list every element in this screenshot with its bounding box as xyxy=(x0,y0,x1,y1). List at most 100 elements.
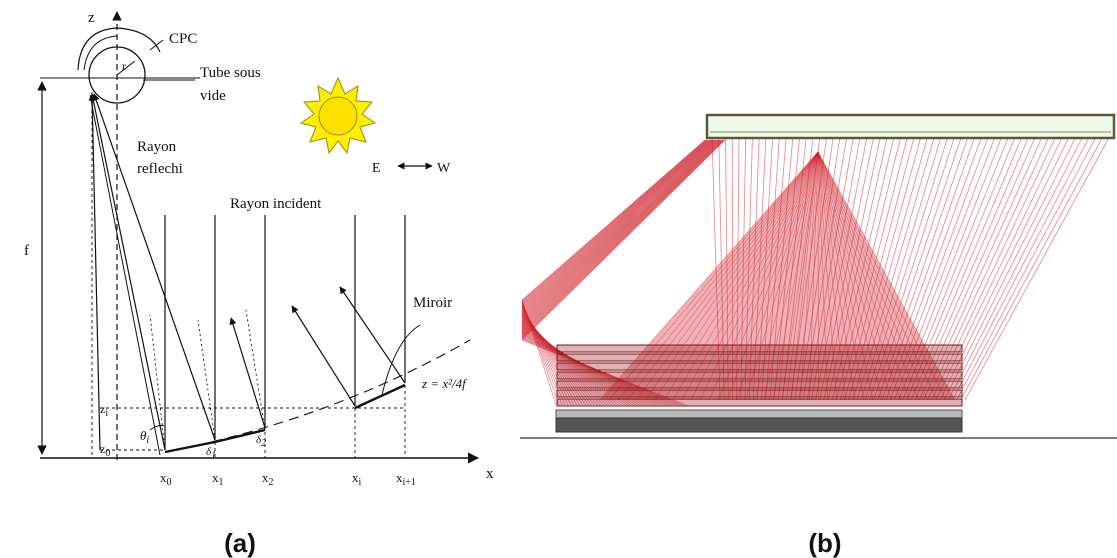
mirror-row xyxy=(556,344,963,353)
receiver-tube xyxy=(705,113,1116,140)
ray-line xyxy=(645,151,819,401)
ray-line xyxy=(802,135,848,401)
label-tube-line1: Tube sous xyxy=(200,65,261,81)
reflected-ray-2 xyxy=(229,317,266,429)
ray-line xyxy=(718,135,725,401)
reflected-ray-0 xyxy=(89,93,166,451)
reflected-ray-bundle-center xyxy=(599,151,956,401)
sun-icon xyxy=(299,76,377,155)
ray-line xyxy=(923,135,1043,401)
label-f: f xyxy=(24,243,29,259)
ray-overlap-region xyxy=(600,152,955,400)
ray-line xyxy=(756,135,774,401)
ray-line xyxy=(856,135,935,401)
theta-arc xyxy=(149,425,165,431)
mirror-row xyxy=(556,362,963,371)
mirror-row xyxy=(556,371,963,380)
ray-line xyxy=(744,135,753,401)
ray-line xyxy=(754,151,819,401)
ray-line xyxy=(627,151,819,401)
ray-line xyxy=(815,135,868,401)
ray-line xyxy=(769,135,794,401)
ray-line xyxy=(799,151,819,401)
ray-line xyxy=(617,151,819,401)
label-east-west: E xyxy=(372,161,381,176)
ray-line xyxy=(654,151,819,401)
ray-line xyxy=(727,151,819,401)
ray-line xyxy=(898,135,1003,401)
ray-line xyxy=(910,135,1023,401)
ray-line xyxy=(817,151,838,401)
mirror-row xyxy=(556,389,963,398)
ray-line xyxy=(869,135,956,401)
label-rayon-incident: Rayon incident xyxy=(230,196,322,212)
reflected-ray-bundle-right xyxy=(711,135,1111,401)
ray-line xyxy=(790,135,828,401)
ray-line xyxy=(840,135,909,401)
ray-line xyxy=(948,135,1084,401)
ray-line xyxy=(748,135,760,401)
ray-line xyxy=(806,135,855,401)
ray-line xyxy=(699,151,819,401)
ray-line xyxy=(844,135,915,401)
ray-line xyxy=(777,135,807,401)
ray-line xyxy=(817,151,892,401)
mirror-pointer xyxy=(381,324,421,396)
reflected-ray-left xyxy=(89,94,161,456)
label-rayon-reflechi-line2: reflechi xyxy=(137,161,183,177)
ray-line xyxy=(711,135,721,401)
ray-line xyxy=(817,151,910,401)
ray-line xyxy=(918,135,1037,401)
ray-line xyxy=(964,135,1111,401)
ray-line xyxy=(781,135,814,401)
panel-a-labels: CPC Tube sous vide Rayon reflechi Rayon … xyxy=(24,10,494,558)
label-r: r xyxy=(122,59,126,73)
normal-2 xyxy=(245,309,266,431)
label-axis-z: z xyxy=(88,10,95,26)
mirror-row xyxy=(556,398,963,407)
ray-line xyxy=(736,135,740,401)
reflected-ray-1 xyxy=(92,93,216,441)
base-mirror xyxy=(555,409,963,419)
ray-line xyxy=(819,135,875,401)
ray-line xyxy=(772,151,819,401)
ray-line xyxy=(902,135,1010,401)
cpc-reflector xyxy=(77,27,161,71)
caption-a: (a) xyxy=(224,528,256,558)
ray-line xyxy=(708,151,819,401)
mirror-row xyxy=(556,380,963,389)
label-delta1: δ1 xyxy=(206,446,216,461)
ray-line xyxy=(827,135,888,401)
ray-line xyxy=(817,151,874,401)
ray-line xyxy=(817,151,856,401)
ray-line xyxy=(817,151,938,401)
reflected-ray-guide xyxy=(88,93,101,451)
x-tick-label: x0 xyxy=(160,470,172,488)
ray-line xyxy=(745,151,819,401)
ray-line xyxy=(752,135,767,401)
cpc-pointer xyxy=(149,39,164,51)
panel-a-diagram xyxy=(37,11,480,464)
label-theta: θi xyxy=(140,428,149,446)
mirror-row xyxy=(556,353,963,362)
parabola-curve xyxy=(164,339,471,453)
label-delta2: δ2 xyxy=(256,434,266,449)
ray-line xyxy=(663,151,819,401)
ray-line xyxy=(740,135,747,401)
caption-b: (b) xyxy=(808,528,841,558)
normal-1 xyxy=(197,319,216,441)
ray-line xyxy=(817,151,847,401)
ray-line xyxy=(931,135,1057,401)
ray-line xyxy=(763,151,819,401)
label-cpc: CPC xyxy=(169,31,197,47)
label-miroir: Miroir xyxy=(413,295,452,311)
ray-line xyxy=(852,135,929,401)
label-equation: z = x²/4f xyxy=(421,376,468,391)
ray-line xyxy=(521,139,726,341)
ray-line xyxy=(725,135,729,401)
label-z0: z0 xyxy=(100,442,110,459)
vacuum-tube xyxy=(88,46,146,104)
ray-line xyxy=(817,151,883,401)
ray-line xyxy=(835,135,902,401)
ray-line xyxy=(765,135,787,401)
